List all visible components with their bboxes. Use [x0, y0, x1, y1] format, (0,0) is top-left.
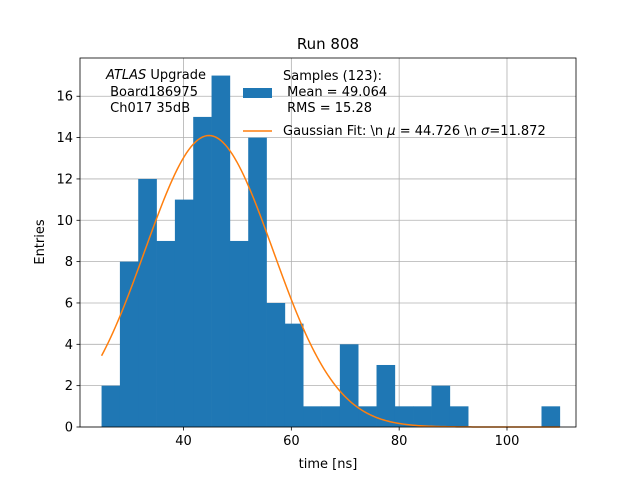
- x-axis-ticks: 40 60 80 100: [175, 427, 519, 449]
- y-tick-label: 2: [65, 379, 73, 394]
- histogram-bar: [413, 406, 432, 427]
- legend-fit-sigma-value: =11.872: [489, 124, 545, 139]
- x-axis-label: time [ns]: [299, 457, 358, 472]
- histogram-bar: [339, 344, 359, 427]
- y-tick-label: 10: [56, 214, 73, 229]
- y-axis-label: Entries: [33, 219, 48, 265]
- atlas-label: ATLAS: [105, 68, 146, 83]
- histogram-bar: [174, 199, 194, 427]
- y-axis-ticks: 0 2 4 6 8 10 12 14 16: [56, 90, 80, 436]
- y-tick-label: 14: [56, 131, 73, 146]
- plot-frame: [79, 57, 577, 428]
- x-tick-label: 100: [495, 434, 520, 449]
- histogram-bar: [321, 406, 341, 427]
- histogram-bar: [248, 137, 267, 427]
- x-tick-label: 80: [391, 434, 408, 449]
- y-tick-label: 6: [65, 296, 73, 311]
- y-tick-label: 4: [65, 338, 73, 353]
- histogram-bar: [284, 323, 304, 427]
- histogram-bar: [431, 385, 451, 427]
- legend-fit-sigma: σ: [481, 124, 490, 139]
- legend-hist-line-3: RMS = 15.28: [283, 101, 372, 116]
- legend-fit-label: Gaussian Fit: \n μ = 44.726 \n σ=11.872: [283, 124, 546, 139]
- legend-hist-line-2: Mean = 49.064: [283, 85, 387, 100]
- x-tick-label: 60: [283, 434, 300, 449]
- histogram-bar: [211, 75, 231, 428]
- legend-fit-mu-value: = 44.726 \n: [396, 124, 482, 139]
- histogram-bar: [266, 302, 286, 427]
- y-tick-label: 16: [56, 90, 73, 105]
- x-tick-label: 40: [175, 434, 192, 449]
- chart-title: Run 808: [297, 35, 359, 53]
- y-tick-label: 0: [65, 421, 73, 436]
- histogram-bars: [101, 75, 561, 428]
- histogram-bar: [449, 406, 469, 427]
- legend-hist-line-1: Samples (123):: [283, 69, 382, 84]
- channel-label: Ch017 35dB: [106, 101, 190, 116]
- histogram-bar: [101, 385, 121, 427]
- histogram-bar: [156, 240, 176, 427]
- histogram-bar: [229, 240, 249, 427]
- atlas-annotation: ATLAS Upgrade Board186975 Ch017 35dB: [105, 68, 206, 116]
- svg-text:ATLAS Upgrade: ATLAS Upgrade: [105, 68, 206, 83]
- legend-hist-swatch: [243, 88, 272, 98]
- y-tick-label: 8: [65, 255, 73, 270]
- histogram-bar: [119, 261, 139, 427]
- histogram-bar: [303, 406, 322, 427]
- histogram-bar: [541, 406, 561, 427]
- histogram-bar: [193, 116, 212, 428]
- upgrade-label: Upgrade: [146, 68, 206, 83]
- board-label: Board186975: [106, 85, 198, 100]
- legend-fit-mu: μ: [386, 124, 395, 139]
- histogram-bar: [376, 364, 396, 427]
- legend: Samples (123): Mean = 49.064 RMS = 15.28…: [243, 69, 546, 139]
- histogram-bar: [394, 406, 414, 427]
- legend-fit-prefix: Gaussian Fit: \n: [283, 124, 387, 139]
- y-tick-label: 12: [56, 172, 73, 187]
- histogram-bar: [138, 178, 157, 427]
